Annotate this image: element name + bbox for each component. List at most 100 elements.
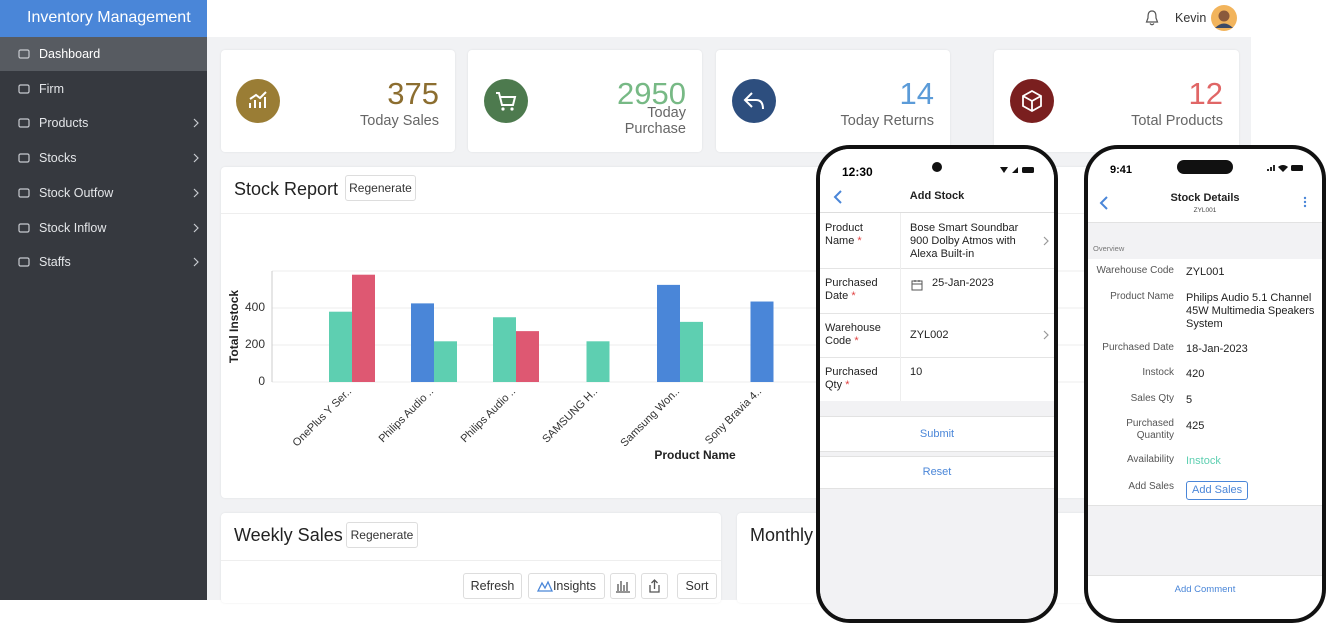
user-name[interactable]: Kevin	[1175, 11, 1207, 25]
screen-subtitle: ZYL001	[1193, 207, 1217, 214]
chevron	[193, 257, 199, 267]
sidebar-item[interactable]: Staffs	[39, 255, 71, 270]
stat-value: 375	[387, 76, 439, 111]
divider	[820, 212, 1054, 213]
required-mark: *	[854, 335, 859, 347]
sidebar-item[interactable]: Products	[39, 116, 89, 131]
sidebar-item[interactable]: Firm	[39, 81, 64, 96]
field-value[interactable]: ZYL002	[910, 329, 949, 341]
menu-icon	[18, 188, 30, 198]
returns-icon	[732, 79, 776, 123]
x-tick-label: Sony Bravia 4..	[703, 386, 764, 447]
bar	[411, 303, 434, 382]
add-sales-button[interactable]: Add Sales	[1186, 481, 1249, 500]
sidebar-item[interactable]: Stocks	[39, 151, 77, 166]
stock-details-phone: 9:41 Stock Details ZYL001 Overview Wareh…	[1084, 145, 1326, 623]
products-icon	[1010, 79, 1054, 123]
export-icon	[649, 579, 660, 593]
form-row	[820, 213, 1054, 269]
menu-icon	[18, 222, 30, 233]
back-button[interactable]	[1098, 195, 1110, 211]
export-button[interactable]	[641, 573, 668, 599]
bar	[750, 301, 774, 382]
back-button[interactable]	[832, 189, 844, 205]
field-label: Purchased Date *	[825, 277, 895, 303]
screen-title: Add Stock	[909, 190, 965, 202]
avatar[interactable]	[1211, 5, 1237, 31]
sidebar-item[interactable]: Stock Inflow	[39, 220, 107, 235]
stat-label: Today Sales	[360, 113, 439, 129]
refresh-button[interactable]: Refresh	[463, 573, 522, 599]
bell-icon[interactable]	[1145, 10, 1159, 26]
section-band	[1088, 222, 1322, 259]
sort-button[interactable]: Sort	[677, 573, 717, 599]
stat-card: 375 Today Sales	[221, 50, 455, 152]
status-icons	[1000, 167, 1034, 173]
bar	[493, 317, 516, 382]
calendar-icon	[911, 280, 923, 291]
chevron	[193, 153, 199, 163]
top-bar: Kevin	[207, 0, 1251, 37]
app-title: Inventory Management	[0, 0, 207, 37]
add-comment-button[interactable]: Add Comment	[1088, 575, 1322, 619]
detail-value: 425	[1186, 420, 1205, 432]
form-row	[820, 268, 1054, 314]
chevron	[193, 188, 199, 198]
sidebar-item[interactable]: Stock Outfow	[39, 185, 114, 200]
field-value[interactable]: 10	[910, 366, 923, 378]
submit-button[interactable]: Submit	[820, 416, 1054, 452]
bar	[352, 274, 375, 382]
chevron	[193, 118, 199, 128]
x-tick-label: Philips Audio ..	[459, 386, 519, 446]
reset-button[interactable]: Reset	[820, 456, 1054, 489]
field-value[interactable]: 25-Jan-2023	[932, 277, 994, 289]
detail-label: Purchased Date	[1102, 342, 1174, 353]
panel-title: Monthly	[750, 525, 814, 545]
y-tick-label: 400	[245, 300, 265, 314]
detail-label: Purchased Quantity	[1126, 418, 1174, 441]
stat-card: 12 Total Products	[994, 50, 1239, 152]
add-stock-phone: 12:30 Add Stock Product Name * Bose Smart…	[816, 145, 1058, 623]
label-text: Warehouse Code	[825, 322, 881, 347]
required-mark: *	[851, 290, 856, 302]
detail-label: Warehouse Code	[1096, 265, 1174, 276]
regenerate-button[interactable]: Regenerate	[346, 522, 418, 548]
required-mark: *	[845, 379, 850, 391]
detail-label: Sales Qty	[1130, 393, 1174, 404]
stock-report-panel: Stock Report Regenerate	[221, 167, 1240, 498]
camera	[932, 162, 942, 172]
label-text: Purchased Date	[825, 277, 878, 302]
stat-card: 2950 Today Purchase	[468, 50, 702, 152]
section-title: Overview	[1093, 244, 1125, 253]
regenerate-button[interactable]: Regenerate	[345, 175, 416, 201]
list-footer	[1088, 505, 1322, 576]
y-tick-label: 200	[245, 337, 265, 351]
more-menu[interactable]	[1302, 195, 1308, 209]
field-label: Purchased Qty *	[825, 366, 895, 392]
stat-label: Total Products	[1131, 113, 1223, 129]
bar	[657, 284, 680, 382]
x-axis-title: Product Name	[654, 448, 736, 462]
menu-icon	[18, 153, 30, 163]
x-tick-label: SAMSUNG H..	[540, 386, 600, 446]
x-tick-label: Samsung Won..	[618, 386, 682, 450]
bar-icon	[616, 581, 630, 593]
chart-body	[271, 270, 1240, 383]
sales-icon	[236, 79, 280, 123]
field-value[interactable]: Bose Smart Soundbar 900 Dolby Atmos with…	[910, 222, 1019, 260]
detail-value: ZYL001	[1186, 266, 1225, 278]
phone-header	[820, 149, 1054, 209]
detail-value: 420	[1186, 368, 1205, 380]
menu-icon	[18, 49, 30, 59]
detail-value: 18-Jan-2023	[1186, 343, 1248, 355]
label-text: Product Name	[825, 222, 863, 247]
bar	[434, 341, 457, 382]
sidebar-item[interactable]: Dashboard	[0, 37, 207, 71]
detail-label: Product Name	[1110, 291, 1174, 302]
panel-title: Stock Report	[234, 179, 339, 199]
purchase-icon	[484, 79, 528, 123]
detail-label: Availability	[1126, 454, 1174, 465]
chevron	[193, 223, 199, 232]
chart-type-button[interactable]	[610, 573, 636, 599]
